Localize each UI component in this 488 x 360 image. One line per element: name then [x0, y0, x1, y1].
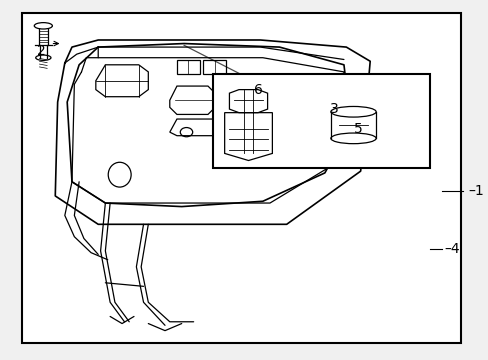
Bar: [212, 74, 429, 168]
Text: –1: –1: [467, 184, 483, 198]
Text: 6: 6: [253, 82, 262, 96]
Bar: [311, 154, 328, 165]
Text: 5: 5: [353, 122, 362, 136]
Bar: [177, 60, 200, 74]
Text: 2: 2: [37, 44, 46, 58]
Bar: [203, 60, 225, 74]
Text: 3: 3: [329, 102, 338, 116]
Text: –4: –4: [443, 242, 459, 256]
